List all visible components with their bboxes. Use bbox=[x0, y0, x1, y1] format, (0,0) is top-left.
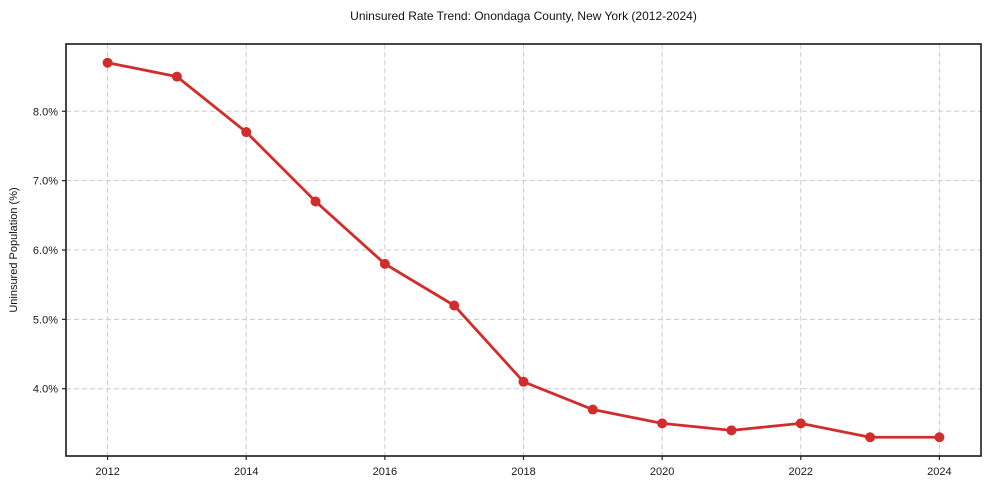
data-point-2022 bbox=[795, 418, 806, 429]
y-tick-label: 6.0% bbox=[33, 245, 58, 257]
data-point-2019 bbox=[587, 404, 598, 415]
data-point-2018 bbox=[518, 376, 529, 387]
y-tick-label: 7.0% bbox=[33, 176, 58, 188]
data-point-2014 bbox=[241, 127, 252, 138]
x-tick-label: 2022 bbox=[789, 466, 813, 478]
data-point-2016 bbox=[379, 258, 390, 269]
data-point-2015 bbox=[310, 196, 321, 207]
x-tick-label: 2014 bbox=[234, 466, 258, 478]
x-tick-label: 2012 bbox=[95, 466, 119, 478]
data-point-2020 bbox=[657, 418, 668, 429]
axes-frame bbox=[65, 43, 982, 457]
data-point-2013 bbox=[171, 71, 182, 82]
data-point-2024 bbox=[934, 432, 945, 443]
y-tick-label: 4.0% bbox=[33, 384, 58, 396]
x-tick-label: 2016 bbox=[373, 466, 397, 478]
data-point-2012 bbox=[102, 57, 113, 68]
x-tick-label: 2020 bbox=[650, 466, 674, 478]
y-tick-label: 5.0% bbox=[33, 314, 58, 326]
data-point-2023 bbox=[865, 432, 876, 443]
x-tick-label: 2018 bbox=[511, 466, 535, 478]
y-tick-label: 8.0% bbox=[33, 106, 58, 118]
data-point-2017 bbox=[449, 300, 460, 311]
data-point-2021 bbox=[726, 425, 737, 436]
chart-title: Uninsured Rate Trend: Onondaga County, N… bbox=[350, 9, 697, 23]
x-tick-label: 2024 bbox=[927, 466, 951, 478]
